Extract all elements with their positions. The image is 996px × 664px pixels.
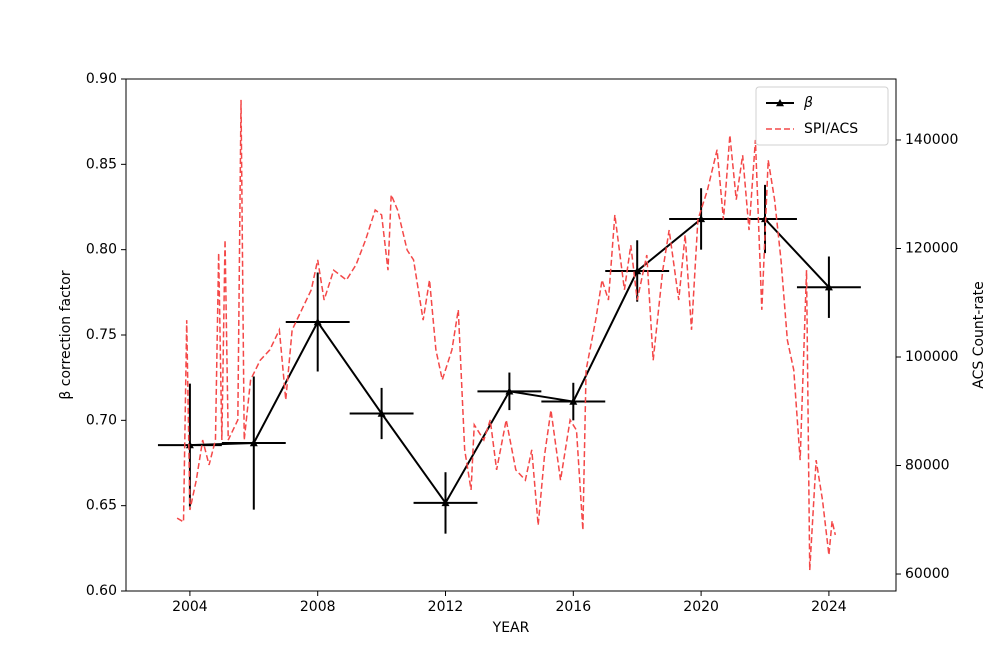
x-tick-label: 2008 — [300, 599, 336, 615]
x-tick-label: 2020 — [683, 599, 719, 615]
y2-tick-label: 60000 — [905, 566, 950, 582]
y-tick-label: 0.85 — [86, 156, 117, 172]
y2-tick-label: 80000 — [905, 458, 950, 474]
x-tick-label: 2004 — [172, 599, 208, 615]
point-marker — [569, 397, 578, 405]
point-marker — [505, 387, 514, 395]
point-marker — [697, 214, 706, 223]
x-axis-label: YEAR — [492, 620, 530, 636]
y2-tick-label: 120000 — [905, 240, 958, 256]
legend-label: β — [803, 95, 813, 111]
y2-axis-label: ACS Count-rate — [971, 281, 987, 389]
point-marker — [377, 409, 386, 417]
legend-marker — [776, 99, 784, 107]
x-tick-label: 2016 — [555, 599, 591, 615]
series-line — [176, 99, 837, 571]
y-tick-label: 0.80 — [86, 242, 117, 258]
series-line — [189, 217, 830, 505]
point-marker — [185, 441, 194, 449]
point-marker — [313, 318, 322, 326]
x-tick-label: 2012 — [428, 599, 464, 615]
x-tick-label: 2024 — [811, 599, 847, 615]
y-axis-label: β correction factor — [58, 270, 74, 399]
y-tick-label: 0.60 — [86, 583, 117, 599]
point-marker — [824, 283, 833, 291]
y-tick-label: 0.90 — [86, 71, 117, 87]
legend-box — [755, 86, 889, 146]
y2-tick-label: 140000 — [905, 132, 958, 148]
point-marker — [249, 439, 258, 447]
point-marker — [441, 498, 450, 507]
y-tick-label: 0.70 — [86, 412, 117, 428]
legend-label: SPI/ACS — [804, 121, 858, 137]
y-tick-label: 0.65 — [86, 498, 117, 514]
y-tick-label: 0.75 — [86, 327, 117, 343]
y2-tick-label: 100000 — [905, 349, 958, 365]
point-marker — [633, 267, 642, 275]
